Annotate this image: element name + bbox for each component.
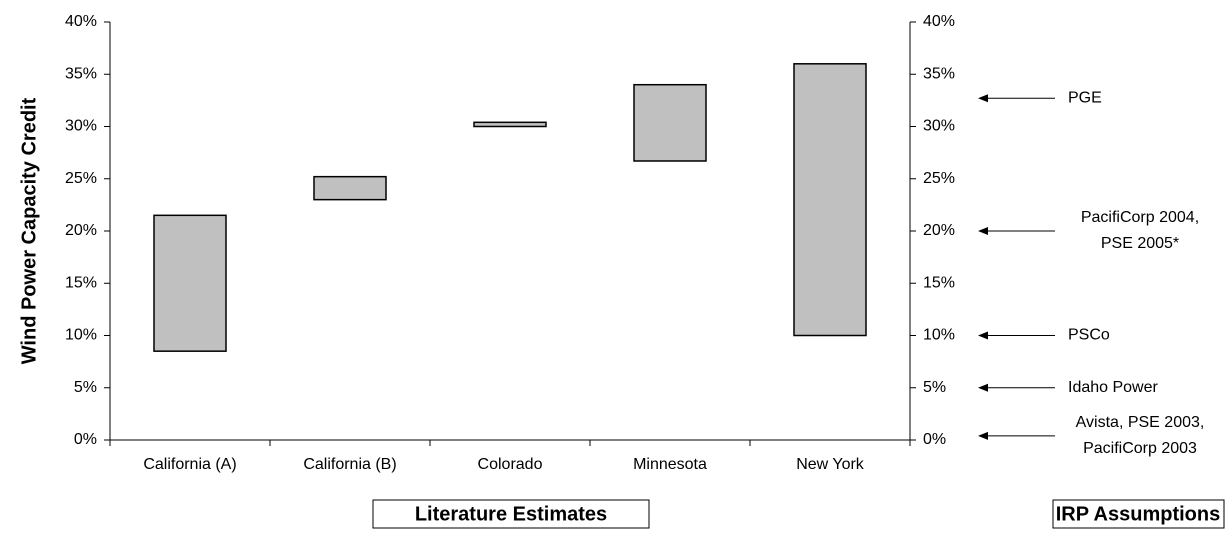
y-tick-label: 20% xyxy=(65,222,97,239)
x-tick-label: Colorado xyxy=(478,456,543,473)
range-bar xyxy=(633,83,707,162)
y2-tick-label: 0% xyxy=(923,431,946,448)
annotation-label: PSCo xyxy=(1068,327,1110,344)
y-tick-label: 35% xyxy=(65,65,97,82)
arrow-head xyxy=(978,94,988,103)
group-box xyxy=(372,499,650,529)
range-bar xyxy=(153,214,227,352)
y2-tick-label: 20% xyxy=(923,222,955,239)
annotation-label: PacifiCorp 2003 xyxy=(1083,440,1197,457)
annotation-label: PGE xyxy=(1068,90,1102,107)
y2-tick-label: 35% xyxy=(923,65,955,82)
y-tick-label: 30% xyxy=(65,118,97,135)
range-bar xyxy=(793,63,867,337)
group-label: Literature Estimates xyxy=(415,503,607,525)
group-label: IRP Assumptions xyxy=(1056,503,1220,525)
y-axis-title: Wind Power Capacity Credit xyxy=(18,97,40,364)
y2-tick-label: 10% xyxy=(923,327,955,344)
x-tick-label: California (A) xyxy=(143,456,236,473)
y-tick-label: 40% xyxy=(65,13,97,30)
arrow-head xyxy=(978,383,988,392)
arrow-head xyxy=(978,227,988,235)
y2-tick-label: 30% xyxy=(923,118,955,135)
y-tick-label: 0% xyxy=(74,431,97,448)
annotation-label: PSE 2005* xyxy=(1101,235,1179,252)
y-tick-label: 25% xyxy=(65,170,97,187)
range-bar xyxy=(313,175,387,201)
y-tick-label: 5% xyxy=(74,379,97,396)
x-tick-label: California (B) xyxy=(303,456,396,473)
annotation-label: PacifiCorp 2004, xyxy=(1081,209,1199,226)
range-bar xyxy=(473,121,547,128)
annotation-label: Idaho Power xyxy=(1068,379,1159,396)
y2-tick-label: 40% xyxy=(923,13,955,30)
annotation-label: Avista, PSE 2003, xyxy=(1076,414,1205,431)
x-tick-label: Minnesota xyxy=(633,456,707,473)
x-tick-label: New York xyxy=(796,456,865,473)
y2-tick-label: 5% xyxy=(923,379,946,396)
arrow-head xyxy=(978,331,988,340)
y-tick-label: 10% xyxy=(65,327,97,344)
y2-tick-label: 25% xyxy=(923,170,955,187)
y-tick-label: 15% xyxy=(65,274,97,291)
y2-tick-label: 15% xyxy=(923,274,955,291)
group-box xyxy=(1052,499,1225,529)
arrow-head xyxy=(978,431,988,440)
